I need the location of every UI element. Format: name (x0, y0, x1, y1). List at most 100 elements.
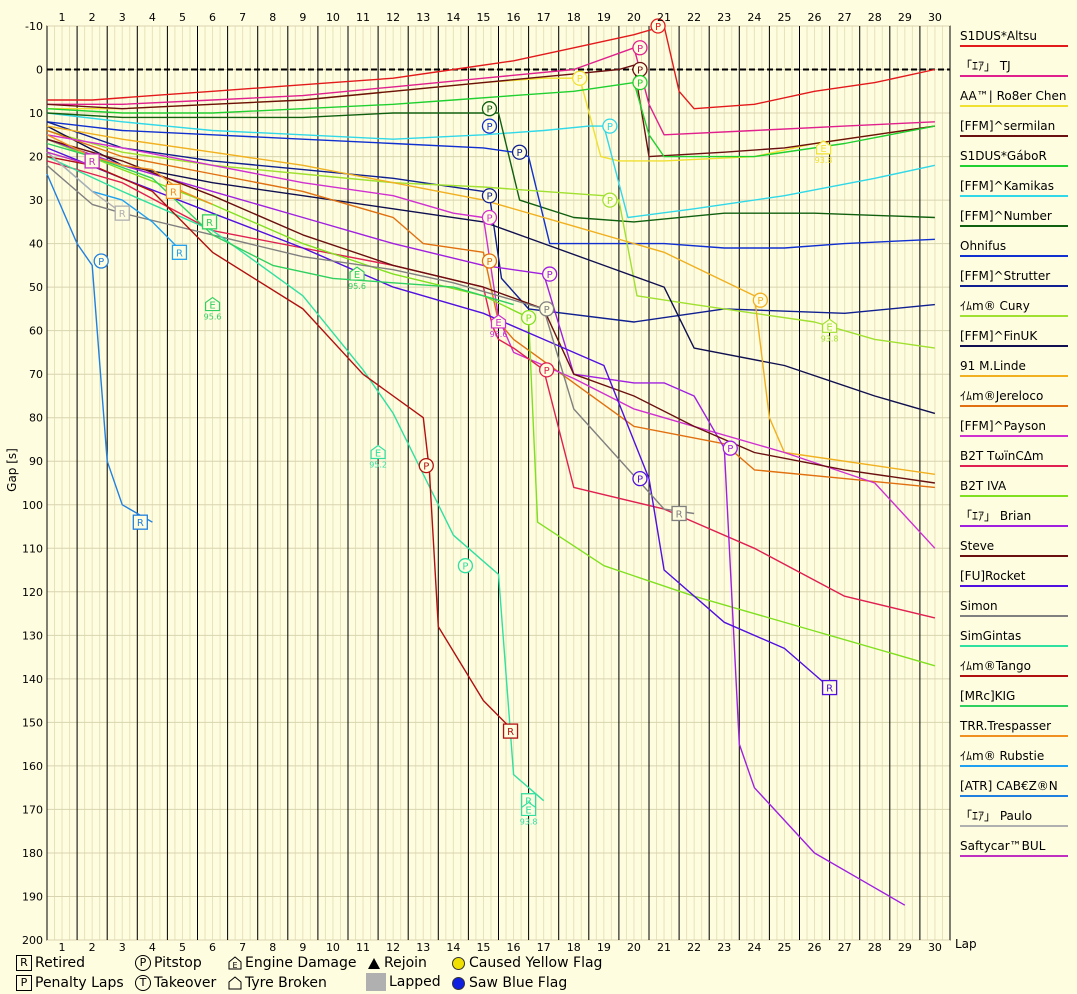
x-tick-top: 13 (416, 11, 430, 24)
x-tick-bottom: 27 (838, 941, 852, 954)
event-marker-4: P (632, 74, 648, 91)
legend-item-5: [FFM]^Kamikas (960, 179, 1054, 193)
legend-swatch-19 (960, 615, 1068, 617)
event-marker-23: R (84, 153, 100, 169)
x-tick-top: 1 (59, 11, 66, 24)
x-tick-top: 2 (89, 11, 96, 24)
x-tick-bottom: 28 (868, 941, 882, 954)
event-marker-1: P (632, 40, 648, 56)
x-tick-bottom: 5 (179, 941, 186, 954)
legend-item-27: Saftycar™BUL (960, 839, 1046, 853)
x-tick-bottom: 9 (299, 941, 306, 954)
x-tick-top: 20 (627, 11, 641, 24)
x-tick-top: 19 (597, 11, 611, 24)
legend-swatch-7 (960, 255, 1068, 257)
event-marker-38: E93.8 (821, 318, 839, 343)
key-engine-label: Engine Damage (245, 955, 357, 971)
svg-text:P: P (757, 296, 763, 307)
y-tick: 180 (22, 847, 43, 860)
marker-layer: PPPPPPPPPPPPPPPPPPPPPPPRRRRRRRRRRE95.6E9… (84, 18, 839, 826)
legend-swatch-1 (960, 75, 1068, 77)
rejoin-triangle-icon (368, 957, 380, 969)
key-pitstop-label: Pitstop (154, 955, 202, 971)
svg-text:P: P (486, 192, 492, 203)
y-tick: 60 (29, 325, 43, 338)
event-marker-8: P (511, 144, 528, 160)
y-tick: 40 (29, 238, 43, 251)
legend-swatch-3 (960, 135, 1068, 137)
x-tick-bottom: 18 (567, 941, 581, 954)
svg-text:R: R (507, 727, 514, 738)
y-axis-label: Gap [s] (5, 448, 19, 492)
key-takeover-label: Takeover (154, 975, 217, 991)
marker-value-label: 95.6 (204, 313, 222, 322)
y-tick: 110 (22, 542, 43, 555)
event-marker-24: R (114, 205, 130, 221)
penalty-box-icon: P (16, 975, 32, 991)
legend-item-21: ｲﾑm®Tango (960, 659, 1031, 673)
legend-item-16: 「ｴｱ」 Brian (960, 509, 1032, 523)
svg-text:R: R (206, 218, 213, 229)
series-line-1 (47, 47, 935, 136)
x-tick-top: 24 (747, 11, 761, 24)
legend-item-4: S1DUS*GáboR (960, 149, 1047, 163)
event-marker-5: P (481, 101, 498, 117)
marker-value-label: 95.6 (348, 282, 366, 291)
svg-text:E: E (354, 270, 360, 281)
x-tick-top: 26 (808, 11, 822, 24)
legend-swatch-10 (960, 345, 1068, 347)
series-line-23 (46, 134, 213, 206)
x-tick-bottom: 6 (209, 941, 216, 954)
legend-swatch-12 (960, 405, 1068, 407)
y-tick: 90 (29, 455, 43, 468)
legend-swatch-21 (960, 675, 1068, 677)
tyre-pentagon-icon (228, 976, 242, 990)
svg-text:E: E (209, 301, 215, 312)
event-marker-34: E95.6 (204, 296, 222, 322)
svg-text:P: P (655, 22, 661, 33)
legend-swatch-18 (960, 585, 1068, 587)
x-tick-top: 10 (326, 11, 340, 24)
legend-item-14: B2T TωïnCΔm (960, 449, 1044, 463)
legend-swatch-5 (960, 195, 1068, 197)
series-line-16 (46, 138, 906, 906)
y-tick: -10 (25, 20, 43, 33)
y-tick: 170 (22, 803, 43, 816)
x-tick-top: 17 (537, 11, 551, 24)
series-line-21 (46, 155, 515, 732)
event-marker-25: R (165, 183, 182, 200)
x-tick-bottom: 4 (149, 941, 156, 954)
y-tick: 0 (36, 64, 43, 77)
series-line-20 (46, 155, 545, 802)
key-lapped: Lapped (366, 973, 441, 991)
event-marker-7: P (602, 118, 618, 134)
svg-text:P: P (98, 257, 104, 268)
y-tick: 190 (22, 890, 43, 903)
event-marker-6: P (481, 118, 498, 134)
svg-text:P: P (727, 444, 733, 455)
x-tick-bottom: 21 (657, 941, 671, 954)
x-tick-top: 23 (717, 11, 731, 24)
svg-text:P: P (607, 122, 613, 133)
y-tick: 50 (29, 281, 43, 294)
marker-value-label: 93.8 (520, 817, 538, 826)
svg-text:P: P (637, 66, 643, 77)
x-tick-bottom: 24 (747, 941, 761, 954)
x-tick-bottom: 20 (627, 941, 641, 954)
svg-text:R: R (676, 509, 683, 520)
x-tick-bottom: 8 (269, 941, 276, 954)
x-tick-bottom: 23 (717, 941, 731, 954)
y-tick: 120 (22, 586, 43, 599)
x-tick-top: 4 (149, 11, 156, 24)
svg-text:P: P (637, 475, 643, 486)
svg-text:E: E (495, 318, 501, 329)
x-tick-top: 15 (476, 11, 490, 24)
key-yellow: Caused Yellow Flag (452, 955, 602, 971)
legend-swatch-17 (960, 555, 1068, 557)
event-marker-21: P (457, 558, 474, 574)
y-tick: 20 (29, 151, 43, 164)
x-tick-top: 11 (356, 11, 370, 24)
legend-item-20: SimGintas (960, 629, 1022, 643)
x-tick-bottom: 3 (119, 941, 126, 954)
event-marker-36: E96.6 (490, 314, 507, 339)
